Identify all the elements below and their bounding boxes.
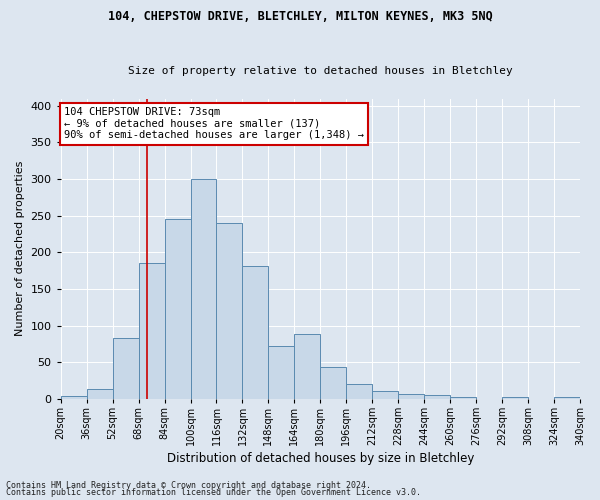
- Bar: [113, 338, 139, 398]
- Bar: [242, 266, 268, 398]
- Bar: [398, 394, 424, 398]
- Bar: [268, 346, 295, 399]
- Y-axis label: Number of detached properties: Number of detached properties: [15, 161, 25, 336]
- Bar: [217, 223, 242, 398]
- Bar: [320, 366, 346, 398]
- Bar: [450, 396, 476, 398]
- Text: Contains public sector information licensed under the Open Government Licence v3: Contains public sector information licen…: [6, 488, 421, 497]
- Bar: [61, 396, 86, 398]
- Bar: [86, 389, 113, 398]
- Text: Contains HM Land Registry data © Crown copyright and database right 2024.: Contains HM Land Registry data © Crown c…: [6, 480, 371, 490]
- Text: 104, CHEPSTOW DRIVE, BLETCHLEY, MILTON KEYNES, MK3 5NQ: 104, CHEPSTOW DRIVE, BLETCHLEY, MILTON K…: [107, 10, 493, 23]
- Bar: [502, 396, 528, 398]
- Bar: [191, 179, 217, 398]
- Bar: [372, 390, 398, 398]
- X-axis label: Distribution of detached houses by size in Bletchley: Distribution of detached houses by size …: [167, 452, 474, 465]
- Bar: [554, 396, 580, 398]
- Bar: [139, 262, 164, 398]
- Bar: [424, 395, 450, 398]
- Title: Size of property relative to detached houses in Bletchley: Size of property relative to detached ho…: [128, 66, 513, 76]
- Bar: [346, 384, 372, 398]
- Bar: [164, 220, 191, 398]
- Text: 104 CHEPSTOW DRIVE: 73sqm
← 9% of detached houses are smaller (137)
90% of semi-: 104 CHEPSTOW DRIVE: 73sqm ← 9% of detach…: [64, 108, 364, 140]
- Bar: [295, 334, 320, 398]
